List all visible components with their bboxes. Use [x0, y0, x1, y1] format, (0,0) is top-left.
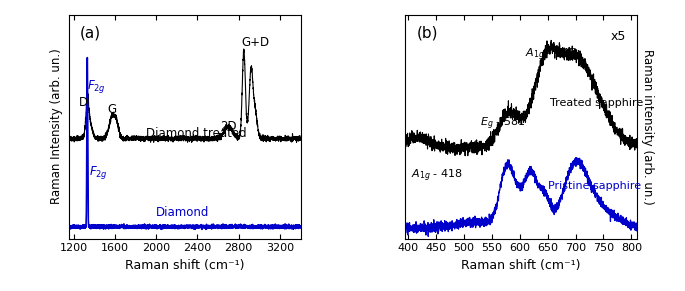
Text: 2D: 2D [220, 120, 237, 133]
Text: (a): (a) [80, 26, 101, 41]
Text: $E_g$ - 581: $E_g$ - 581 [480, 116, 526, 132]
Text: Diamond: Diamond [156, 206, 210, 219]
X-axis label: Raman shift (cm⁻¹): Raman shift (cm⁻¹) [461, 259, 581, 272]
Text: $F_{2g}$: $F_{2g}$ [88, 164, 108, 181]
Text: $A_{1g}$ - 418: $A_{1g}$ - 418 [410, 168, 462, 184]
Y-axis label: Raman Intensity (arb. un.): Raman Intensity (arb. un.) [50, 49, 63, 205]
Text: D: D [79, 96, 88, 109]
Text: Pristine sapphire: Pristine sapphire [547, 181, 640, 191]
Text: Treated sapphire: Treated sapphire [550, 98, 644, 108]
Y-axis label: Raman intensity (arb. un.): Raman intensity (arb. un.) [640, 49, 653, 205]
Text: x5: x5 [610, 30, 625, 43]
Text: Diamond treated: Diamond treated [146, 127, 247, 140]
Text: (b): (b) [416, 26, 438, 41]
Text: $A_{1g}$ - 645: $A_{1g}$ - 645 [525, 47, 577, 63]
X-axis label: Raman shift (cm⁻¹): Raman shift (cm⁻¹) [125, 259, 245, 272]
Text: G+D: G+D [242, 36, 270, 49]
Text: $F_{2g}$: $F_{2g}$ [87, 78, 106, 95]
Text: G: G [108, 103, 117, 116]
